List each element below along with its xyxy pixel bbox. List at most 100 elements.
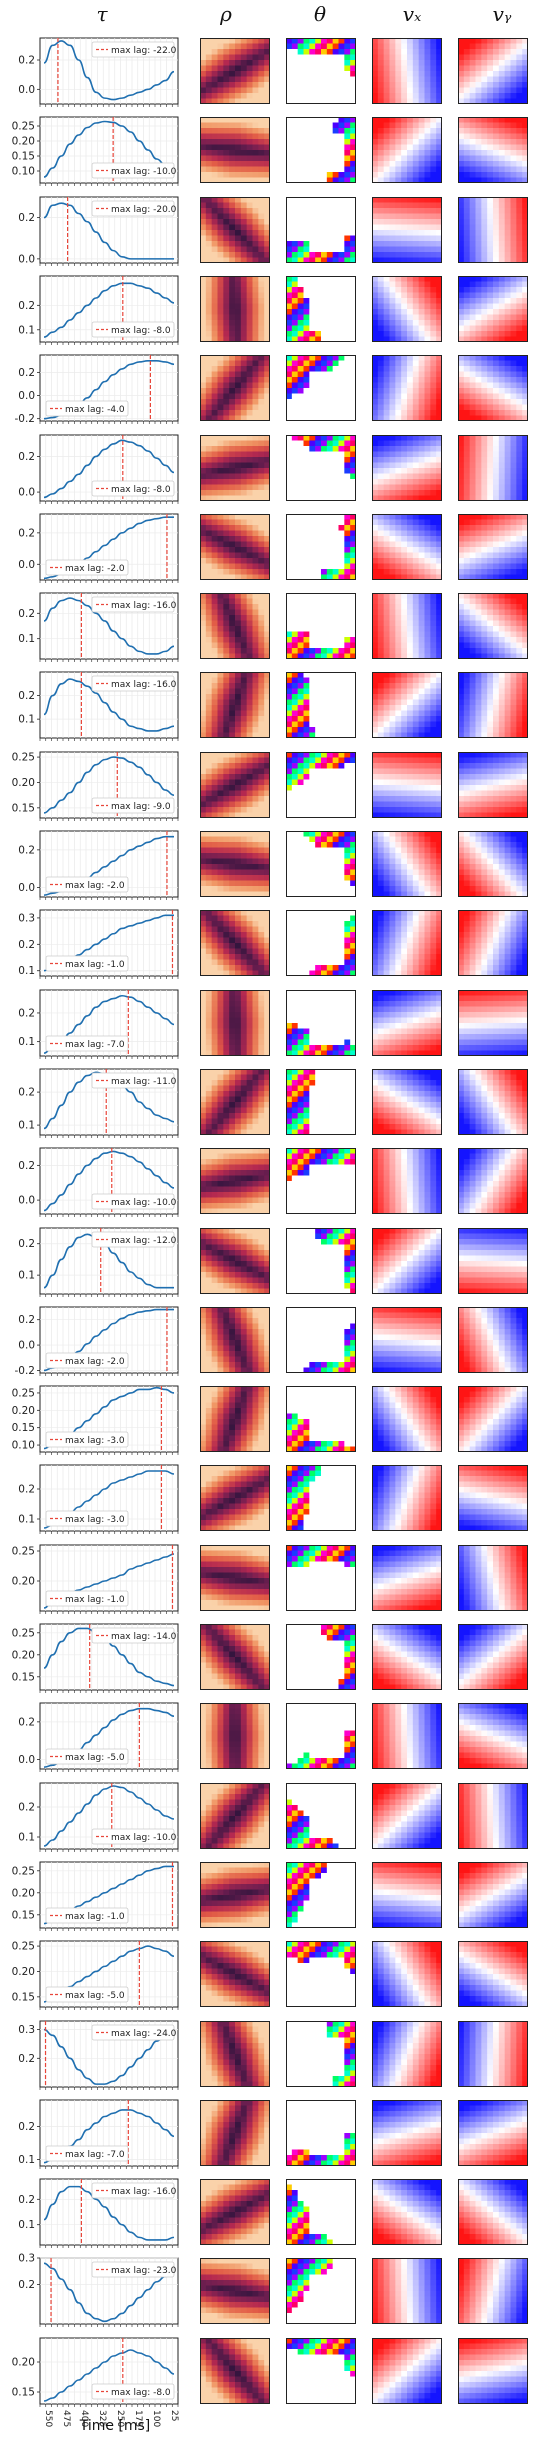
- heatmap-cell: [350, 615, 356, 622]
- heatmap-cell: [487, 388, 494, 395]
- heatmap-cell: [240, 399, 248, 406]
- heatmap-cell: [377, 445, 385, 452]
- heatmap-cell: [297, 524, 304, 531]
- heatmap-cell: [481, 172, 488, 179]
- heatmap-cell: [469, 98, 476, 104]
- heatmap-cell: [264, 626, 270, 633]
- heatmap-cell: [297, 281, 304, 288]
- heatmap-cell: [240, 98, 248, 104]
- heatmap-cell: [418, 286, 425, 293]
- heatmap-cell: [458, 445, 465, 452]
- heatmap-cell: [309, 360, 316, 367]
- heatmap-cell: [252, 314, 259, 321]
- heatmap-cell: [205, 524, 213, 531]
- heatmap-cell: [424, 286, 431, 293]
- heatmap-cell: [372, 360, 379, 367]
- heatmap-cell: [401, 38, 408, 44]
- heatmap-cell: [286, 128, 293, 135]
- heatmap-cell: [516, 292, 523, 299]
- heatmap-cell: [200, 382, 207, 389]
- heatmap-cell: [246, 93, 253, 99]
- heatmap-cell: [498, 330, 506, 337]
- heatmap-cell: [475, 546, 482, 553]
- heatmap-cell: [264, 355, 270, 362]
- heatmap-cell: [407, 604, 414, 611]
- heatmap-cell: [510, 535, 517, 542]
- heatmap-cell: [436, 478, 442, 485]
- heatmap-cell: [205, 60, 213, 66]
- heatmap-cell: [235, 495, 242, 501]
- heatmap-cell: [475, 128, 482, 135]
- heatmap-cell: [424, 172, 431, 179]
- heatmap-cell: [395, 224, 402, 231]
- heatmap-cell: [510, 541, 517, 548]
- heatmap-cell: [321, 251, 328, 258]
- heatmap-cell: [412, 462, 420, 468]
- heatmap-cell: [264, 399, 270, 406]
- heatmap-cell: [205, 598, 213, 605]
- heatmap-cell: [303, 642, 310, 649]
- heatmap-cell: [522, 303, 528, 310]
- heatmap-cell: [469, 257, 476, 263]
- heatmap-cell: [321, 484, 328, 490]
- heatmap-cell: [326, 546, 334, 553]
- heatmap-cell: [475, 325, 482, 332]
- heatmap-cell: [291, 473, 299, 479]
- heatmap-cell: [498, 360, 506, 367]
- heatmap-cell: [315, 251, 322, 258]
- heatmap-cell: [326, 235, 334, 242]
- heatmap-cell: [412, 524, 420, 531]
- heatmap-cell: [481, 139, 488, 146]
- heatmap-cell: [372, 568, 379, 575]
- heatmap-cell: [458, 415, 465, 422]
- heatmap-cell: [223, 71, 230, 77]
- heatmap-cell: [424, 598, 431, 605]
- heatmap-cell: [430, 563, 437, 570]
- heatmap-cell: [412, 626, 420, 633]
- heatmap-cell: [412, 275, 420, 282]
- heatmap-cell: [303, 281, 310, 288]
- heatmap-cell: [377, 43, 385, 50]
- heatmap-cell: [463, 166, 471, 173]
- heatmap-cell: [303, 434, 310, 441]
- heatmap-cell: [493, 557, 500, 564]
- heatmap-cell: [211, 642, 218, 649]
- rho-map: [200, 593, 270, 660]
- heatmap-cell: [372, 393, 379, 400]
- heatmap-cell: [291, 82, 299, 88]
- heatmap-cell: [498, 43, 506, 50]
- heatmap-cell: [418, 336, 425, 342]
- heatmap-cell: [522, 207, 528, 214]
- heatmap-cell: [246, 196, 253, 203]
- y-tick-label: 0.0: [18, 253, 35, 265]
- heatmap-cell: [264, 218, 270, 225]
- heatmap-cell: [469, 251, 476, 258]
- heatmap-cell: [412, 133, 420, 140]
- heatmap-cell: [205, 620, 213, 627]
- heatmap-cell: [407, 631, 414, 638]
- heatmap-cell: [297, 604, 304, 611]
- heatmap-cell: [401, 308, 408, 315]
- heatmap-cell: [458, 150, 465, 157]
- heatmap-cell: [436, 60, 442, 66]
- heatmap-cell: [350, 467, 356, 474]
- heatmap-cell: [481, 552, 488, 559]
- heatmap-cell: [291, 434, 299, 441]
- heatmap-cell: [211, 366, 218, 373]
- heatmap-cell: [332, 177, 339, 184]
- heatmap-cell: [246, 563, 253, 570]
- heatmap-cell: [383, 393, 390, 400]
- heatmap-cell: [522, 415, 528, 422]
- heatmap-cell: [229, 196, 236, 203]
- heatmap-cell: [338, 65, 345, 72]
- heatmap-cell: [264, 202, 270, 209]
- heatmap-cell: [522, 325, 528, 332]
- heatmap-cell: [350, 71, 356, 77]
- heatmap-cell: [463, 117, 471, 124]
- heatmap-cell: [504, 246, 511, 253]
- heatmap-cell: [475, 133, 482, 140]
- heatmap-cell: [303, 128, 310, 135]
- heatmap-cell: [217, 251, 224, 258]
- heatmap-cell: [258, 355, 265, 362]
